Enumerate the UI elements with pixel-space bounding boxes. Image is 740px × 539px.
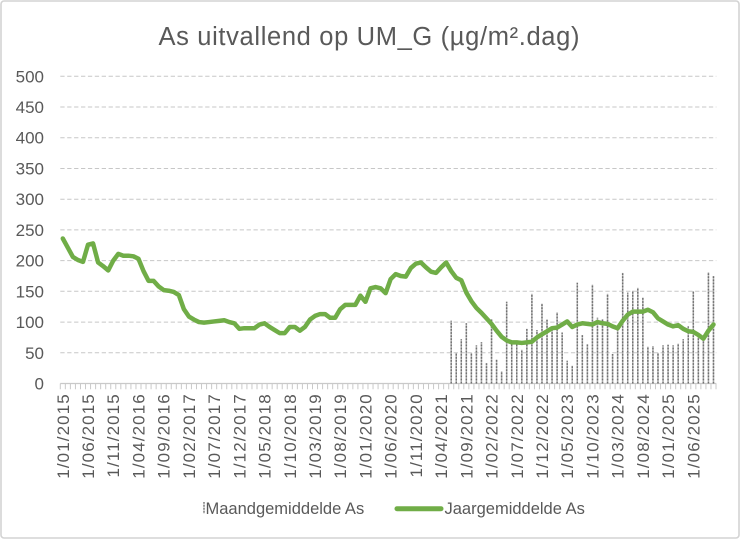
svg-text:1/07/2022: 1/07/2022 (508, 393, 527, 479)
svg-text:300: 300 (16, 190, 44, 209)
svg-text:400: 400 (16, 129, 44, 148)
svg-text:Maandgemiddelde As: Maandgemiddelde As (206, 500, 365, 518)
svg-text:1/04/2021: 1/04/2021 (432, 393, 451, 479)
svg-text:1/09/2016: 1/09/2016 (155, 393, 174, 479)
svg-text:1/05/2018: 1/05/2018 (256, 393, 275, 479)
svg-text:150: 150 (16, 282, 44, 301)
svg-text:500: 500 (16, 67, 44, 86)
svg-text:350: 350 (16, 160, 44, 179)
svg-text:1/08/2024: 1/08/2024 (634, 393, 653, 479)
svg-text:1/03/2024: 1/03/2024 (609, 393, 628, 479)
svg-text:1/09/2021: 1/09/2021 (457, 393, 476, 479)
svg-text:1/06/2025: 1/06/2025 (684, 393, 703, 479)
svg-text:1/08/2019: 1/08/2019 (331, 393, 350, 479)
svg-text:0: 0 (35, 375, 44, 394)
svg-text:1/06/2020: 1/06/2020 (382, 393, 401, 479)
svg-text:1/04/2016: 1/04/2016 (130, 393, 149, 479)
svg-text:1/05/2023: 1/05/2023 (558, 393, 577, 479)
svg-text:1/11/2020: 1/11/2020 (407, 393, 426, 477)
svg-text:200: 200 (16, 252, 44, 271)
svg-text:450: 450 (16, 98, 44, 117)
svg-text:100: 100 (16, 313, 44, 332)
svg-text:1/11/2015: 1/11/2015 (104, 393, 123, 477)
svg-text:1/02/2022: 1/02/2022 (483, 393, 502, 479)
svg-text:1/02/2017: 1/02/2017 (180, 393, 199, 479)
svg-text:250: 250 (16, 221, 44, 240)
svg-text:1/12/2017: 1/12/2017 (230, 393, 249, 479)
svg-text:50: 50 (25, 344, 44, 363)
svg-text:1/03/2019: 1/03/2019 (306, 393, 325, 479)
svg-text:1/01/2015: 1/01/2015 (54, 393, 73, 479)
svg-text:As uitvallend op UM_G (µg/m².d: As uitvallend op UM_G (µg/m².dag) (158, 23, 580, 51)
svg-text:Jaargemiddelde As: Jaargemiddelde As (445, 500, 585, 518)
svg-text:1/01/2025: 1/01/2025 (659, 393, 678, 479)
svg-text:1/10/2018: 1/10/2018 (281, 393, 300, 479)
svg-text:1/10/2023: 1/10/2023 (583, 393, 602, 479)
svg-text:1/06/2015: 1/06/2015 (79, 393, 98, 479)
svg-text:1/01/2020: 1/01/2020 (356, 393, 375, 479)
svg-text:1/12/2022: 1/12/2022 (533, 393, 552, 479)
svg-text:1/07/2017: 1/07/2017 (205, 393, 224, 479)
